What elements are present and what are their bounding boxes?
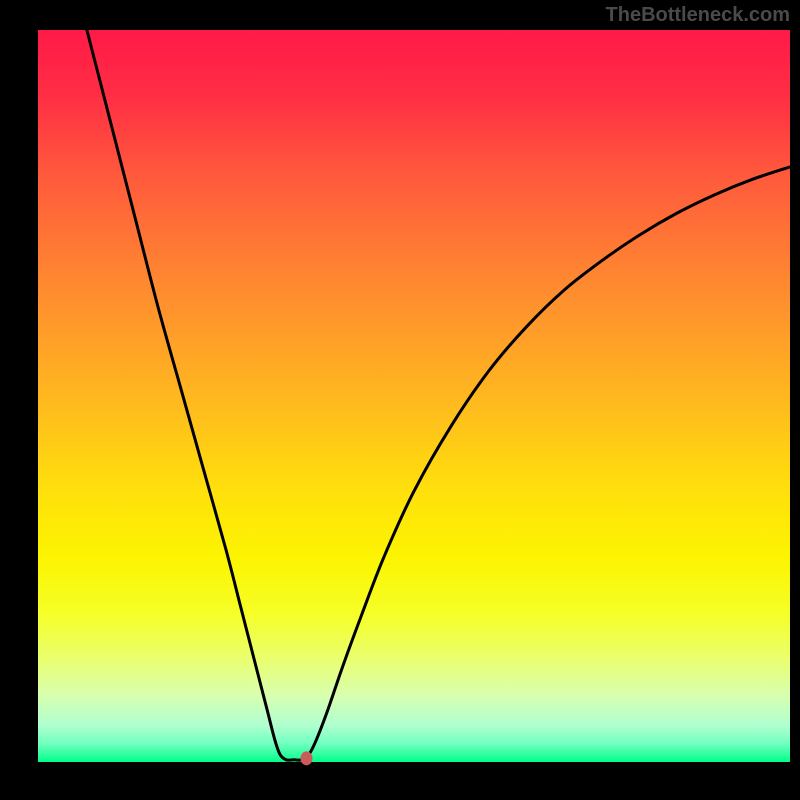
plot-background [38, 30, 790, 762]
watermark-text: TheBottleneck.com [606, 4, 790, 27]
optimum-marker [300, 751, 312, 765]
chart-container: TheBottleneck.com [0, 0, 800, 800]
bottleneck-chart [0, 0, 800, 800]
